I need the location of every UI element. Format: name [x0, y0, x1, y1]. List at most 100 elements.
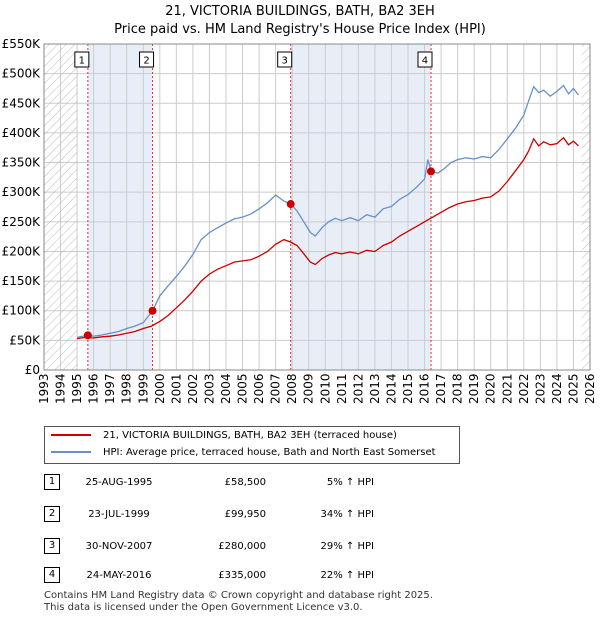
sale-point — [286, 200, 295, 209]
property-line — [76, 84, 579, 339]
y-tick-label: £300K — [2, 185, 42, 199]
y-tick-label: £200K — [2, 244, 42, 258]
hatched-region-end — [581, 44, 590, 370]
x-tick-label: 2001 — [169, 373, 183, 404]
x-tick-label: 1995 — [70, 373, 84, 404]
x-tick-label: 1998 — [120, 373, 134, 404]
x-tick-label: 2006 — [252, 373, 266, 404]
series-lines — [76, 84, 579, 340]
x-tick-label: 2016 — [418, 373, 432, 404]
legend-swatch-hpi — [51, 451, 91, 453]
sale-point — [148, 306, 157, 315]
transaction-hpi: 34% ↑ HPI — [320, 509, 374, 520]
x-tick-label: 2022 — [517, 373, 531, 404]
x-tick-label: 1997 — [103, 373, 117, 404]
sale-marker-label: 4 — [422, 56, 428, 67]
plot-frame — [43, 43, 591, 371]
axes — [43, 43, 591, 371]
x-tick-label: 1999 — [136, 373, 150, 404]
x-tick-label: 2019 — [467, 373, 481, 404]
x-tick-label: 2015 — [401, 373, 415, 404]
y-tick-label: £50K — [9, 333, 41, 347]
legend-item-property: 21, VICTORIA BUILDINGS, BATH, BA2 3EH (t… — [51, 428, 397, 444]
chart-subtitle: Price paid vs. HM Land Registry's House … — [114, 22, 486, 37]
y-tick-label: £250K — [2, 215, 42, 229]
footer-licence: This data is licensed under the Open Gov… — [44, 602, 363, 613]
x-tick-label: 2003 — [202, 373, 216, 404]
sale-points — [83, 167, 435, 340]
transaction-date: 25-AUG-1995 — [85, 477, 153, 488]
transaction-date: 23-JUL-1999 — [88, 509, 150, 520]
sale-marker-box — [417, 51, 433, 68]
hpi-line — [77, 136, 579, 340]
transaction-number: 1 — [44, 474, 60, 490]
sale-marker-label: 3 — [282, 56, 288, 67]
transaction-price: £99,950 — [224, 509, 266, 520]
transaction-number: 2 — [44, 506, 60, 522]
sale-marker-label: 2 — [143, 56, 149, 67]
shaded-period — [87, 44, 153, 370]
price-chart: 1 2 3 4 £0 £50K £100K £150K £200K £250K £300K £350… — [2, 37, 597, 404]
x-tick-label: 2014 — [384, 373, 398, 404]
x-tick-label: 2004 — [219, 373, 233, 404]
x-tick-labels: 1993 1994 1995 1996 1997 1998 1999 2000 2001 2002… — [37, 373, 597, 404]
transaction-price: £335,000 — [218, 570, 266, 581]
transaction-date: 30-NOV-2007 — [85, 541, 153, 552]
chart-title: 21, VICTORIA BUILDINGS, BATH, BA2 3EH — [165, 4, 435, 19]
y-tick-label: £150K — [2, 274, 42, 288]
x-tick-label: 2002 — [186, 373, 200, 404]
transaction-number: 3 — [44, 538, 60, 554]
footer-copyright: Contains HM Land Registry data © Crown c… — [44, 590, 433, 601]
x-tick-label: 1993 — [37, 373, 51, 404]
x-tick-label: 2008 — [285, 373, 299, 404]
x-tick-label: 2007 — [269, 373, 283, 404]
transaction-price: £280,000 — [218, 541, 266, 552]
y-tick-label: £100K — [2, 304, 42, 318]
y-tick-label: £450K — [2, 96, 42, 110]
sale-marker-box — [74, 51, 90, 68]
sale-point — [83, 331, 92, 340]
y-tick-label: £500K — [2, 67, 42, 81]
x-tick-label: 2010 — [318, 373, 332, 404]
sale-marker-box — [139, 51, 155, 68]
y-tick-labels: £0 £50K £100K £150K £200K £250K £300K £350K £400… — [2, 37, 42, 377]
y-tick-label: £550K — [2, 37, 42, 51]
legend-label-property: 21, VICTORIA BUILDINGS, BATH, BA2 3EH (t… — [103, 430, 397, 441]
transaction-hpi: 22% ↑ HPI — [320, 570, 374, 581]
x-tick-label: 2026 — [583, 373, 597, 404]
x-tick-label: 2020 — [484, 373, 498, 404]
x-tick-label: 2017 — [434, 373, 448, 404]
transaction-date: 24-MAY-2016 — [86, 570, 152, 581]
x-tick-label: 2009 — [302, 373, 316, 404]
legend-label-hpi: HPI: Average price, terraced house, Bath… — [103, 447, 436, 458]
sale-marker-box — [277, 51, 293, 68]
x-tick-label: 2021 — [500, 373, 514, 404]
y-tick-label: £350K — [2, 156, 42, 170]
x-tick-label: 1996 — [87, 373, 101, 404]
hatched-regions — [44, 44, 590, 370]
x-tick-label: 2025 — [566, 373, 580, 404]
legend-swatch-property — [51, 434, 91, 436]
shaded-period — [290, 44, 431, 370]
legend: 21, VICTORIA BUILDINGS, BATH, BA2 3EH (t… — [44, 426, 460, 464]
x-tick-label: 2000 — [153, 373, 167, 404]
transaction-hpi: 5% ↑ HPI — [326, 477, 374, 488]
hatched-region-start — [44, 44, 78, 370]
x-tick-label: 1994 — [54, 373, 68, 404]
y-tick-label: £400K — [2, 126, 42, 140]
x-tick-label: 2023 — [533, 373, 547, 404]
x-tick-label: 2018 — [451, 373, 465, 404]
sale-marker-label: 1 — [79, 56, 85, 67]
y-tick-label: £0 — [25, 363, 40, 377]
sale-point — [426, 167, 435, 176]
x-tick-label: 2005 — [236, 373, 250, 404]
x-tick-label: 2024 — [550, 373, 564, 404]
sale-markers: 1 2 3 4 — [74, 51, 433, 68]
transaction-number: 4 — [44, 567, 60, 583]
transaction-hpi: 29% ↑ HPI — [320, 541, 374, 552]
legend-item-hpi: HPI: Average price, terraced house, Bath… — [51, 445, 436, 461]
x-tick-label: 2012 — [351, 373, 365, 404]
transaction-price: £58,500 — [224, 477, 266, 488]
x-tick-label: 2013 — [368, 373, 382, 404]
x-tick-label: 2011 — [335, 373, 349, 404]
